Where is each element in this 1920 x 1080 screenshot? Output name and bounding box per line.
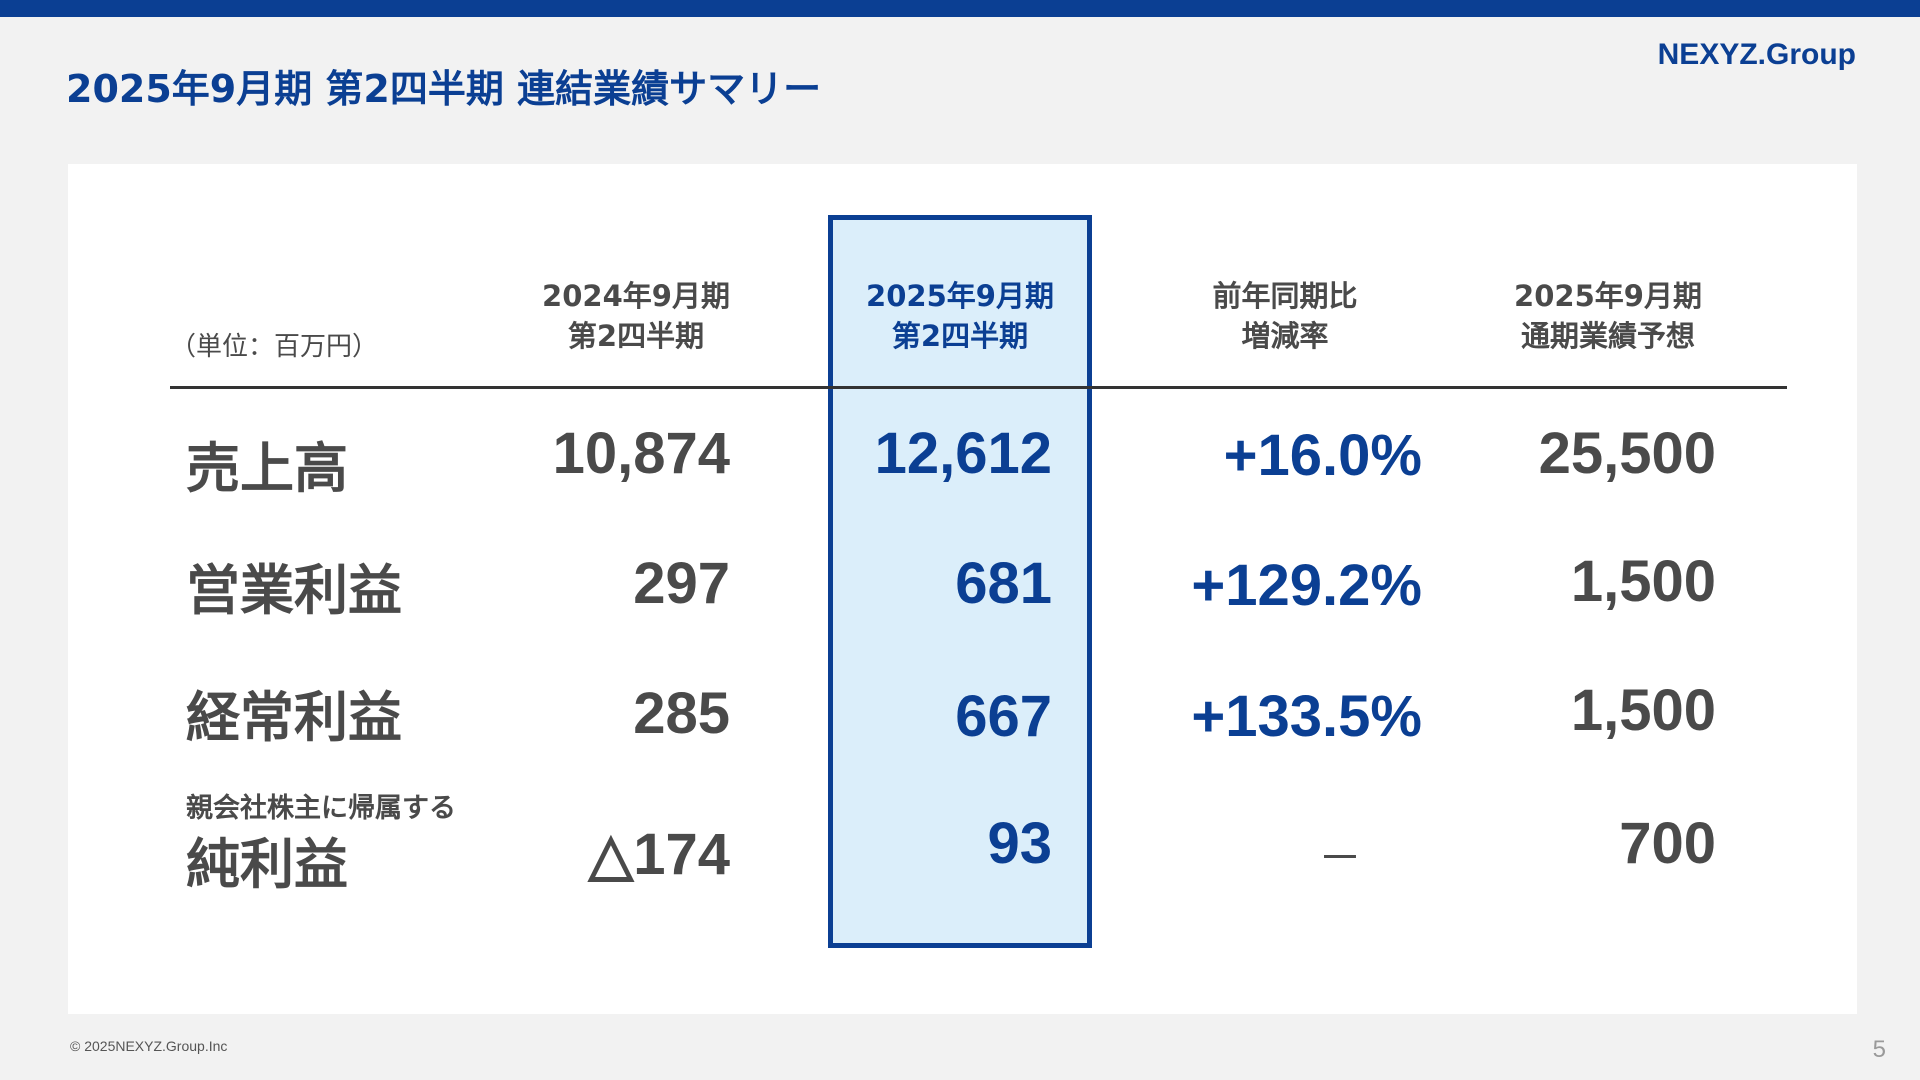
column-header-line2: 第2四半期 xyxy=(891,319,1029,353)
header-divider xyxy=(170,386,1787,389)
row-label-net-sales: 売上高 xyxy=(186,437,348,500)
column-header-full-year-forecast: 2025年9月期 通期業績予想 xyxy=(1478,276,1738,356)
column-header-prev-q2: 2024年9月期 第2四半期 xyxy=(506,276,766,356)
cell-net-sales-curr: 12,612 xyxy=(874,421,1052,486)
cell-operating-income-curr: 681 xyxy=(955,551,1052,616)
logo-group-text: Group xyxy=(1766,38,1856,71)
column-header-line1: 2025年9月期 xyxy=(1514,279,1702,313)
cell-ordinary-income-curr: 667 xyxy=(955,684,1052,749)
unit-label: （単位：百万円） xyxy=(170,332,379,362)
logo-main-text: NEXYZ. xyxy=(1657,38,1766,71)
cell-net-income-change: － xyxy=(1318,833,1362,884)
cell-net-sales-change: +16.0% xyxy=(1223,423,1422,488)
cell-ordinary-income-change: +133.5% xyxy=(1191,684,1422,749)
column-header-curr-q2: 2025年9月期 第2四半期 xyxy=(830,276,1090,356)
cell-operating-income-forecast: 1,500 xyxy=(1570,549,1716,614)
cell-ordinary-income-prev: 285 xyxy=(633,681,730,746)
page-title: 2025年9月期 第2四半期 連結業績サマリー xyxy=(66,67,822,111)
column-header-line1: 前年同期比 xyxy=(1212,279,1358,313)
footer-copyright: © 2025NEXYZ.Group.Inc xyxy=(70,1038,228,1054)
cell-net-income-curr: 93 xyxy=(987,811,1052,876)
row-label-operating-income: 営業利益 xyxy=(186,559,402,622)
column-header-line1: 2025年9月期 xyxy=(866,279,1054,313)
company-logo: NEXYZ.Group xyxy=(1658,38,1856,72)
cell-net-sales-forecast: 25,500 xyxy=(1538,421,1716,486)
column-header-line2: 増減率 xyxy=(1241,319,1329,353)
column-header-line2: 第2四半期 xyxy=(567,319,705,353)
column-header-line2: 通期業績予想 xyxy=(1520,319,1695,353)
cell-ordinary-income-forecast: 1,500 xyxy=(1570,678,1716,743)
row-sublabel-attributable-to-owners: 親会社株主に帰属する xyxy=(186,793,456,824)
cell-net-sales-prev: 10,874 xyxy=(552,421,730,486)
cell-net-income-forecast: 700 xyxy=(1619,811,1716,876)
top-accent-bar xyxy=(0,0,1920,17)
row-label-ordinary-income: 経常利益 xyxy=(186,686,402,749)
cell-operating-income-change: +129.2% xyxy=(1191,553,1422,618)
page-number: 5 xyxy=(1872,1036,1886,1063)
column-header-yoy-change: 前年同期比 増減率 xyxy=(1155,276,1415,356)
column-header-line1: 2024年9月期 xyxy=(542,279,730,313)
cell-operating-income-prev: 297 xyxy=(633,551,730,616)
cell-net-income-prev: △174 xyxy=(588,822,730,887)
row-label-net-income: 純利益 xyxy=(186,833,348,896)
current-period-highlight xyxy=(828,215,1092,948)
